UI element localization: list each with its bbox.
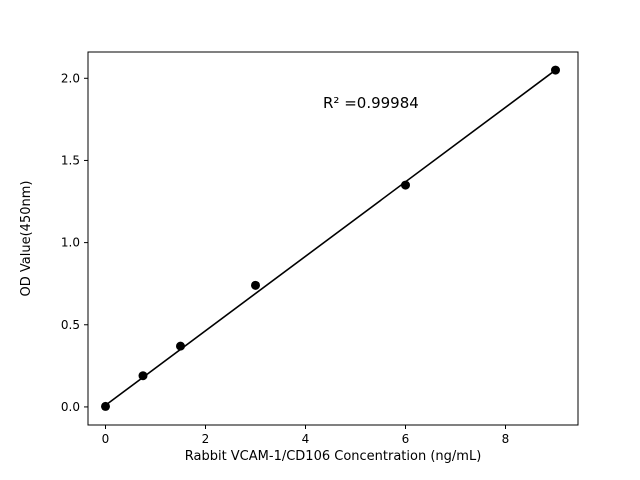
x-tick-label: 2 (202, 432, 210, 446)
data-point (176, 341, 185, 351)
x-tick-label: 8 (502, 432, 510, 446)
data-point (251, 280, 260, 290)
y-tick-label: 2.0 (61, 71, 80, 85)
data-point (138, 371, 148, 381)
x-tick-label: 4 (302, 432, 310, 446)
y-tick-label: 1.0 (61, 236, 80, 250)
data-point (551, 65, 560, 75)
x-tick-label: 0 (102, 432, 110, 446)
x-axis-label: Rabbit VCAM-1/CD106 Concentration (ng/mL… (185, 449, 482, 464)
x-tick-label: 6 (402, 432, 410, 446)
data-point (101, 401, 110, 411)
y-tick-label: 1.5 (61, 153, 80, 167)
y-tick-label: 0.5 (61, 318, 80, 332)
r-squared-annotation: R² =0.99984 (323, 94, 419, 112)
y-tick-label: 0.0 (61, 400, 80, 414)
data-point (401, 180, 410, 190)
y-axis-label: OD Value(450nm) (19, 181, 34, 297)
